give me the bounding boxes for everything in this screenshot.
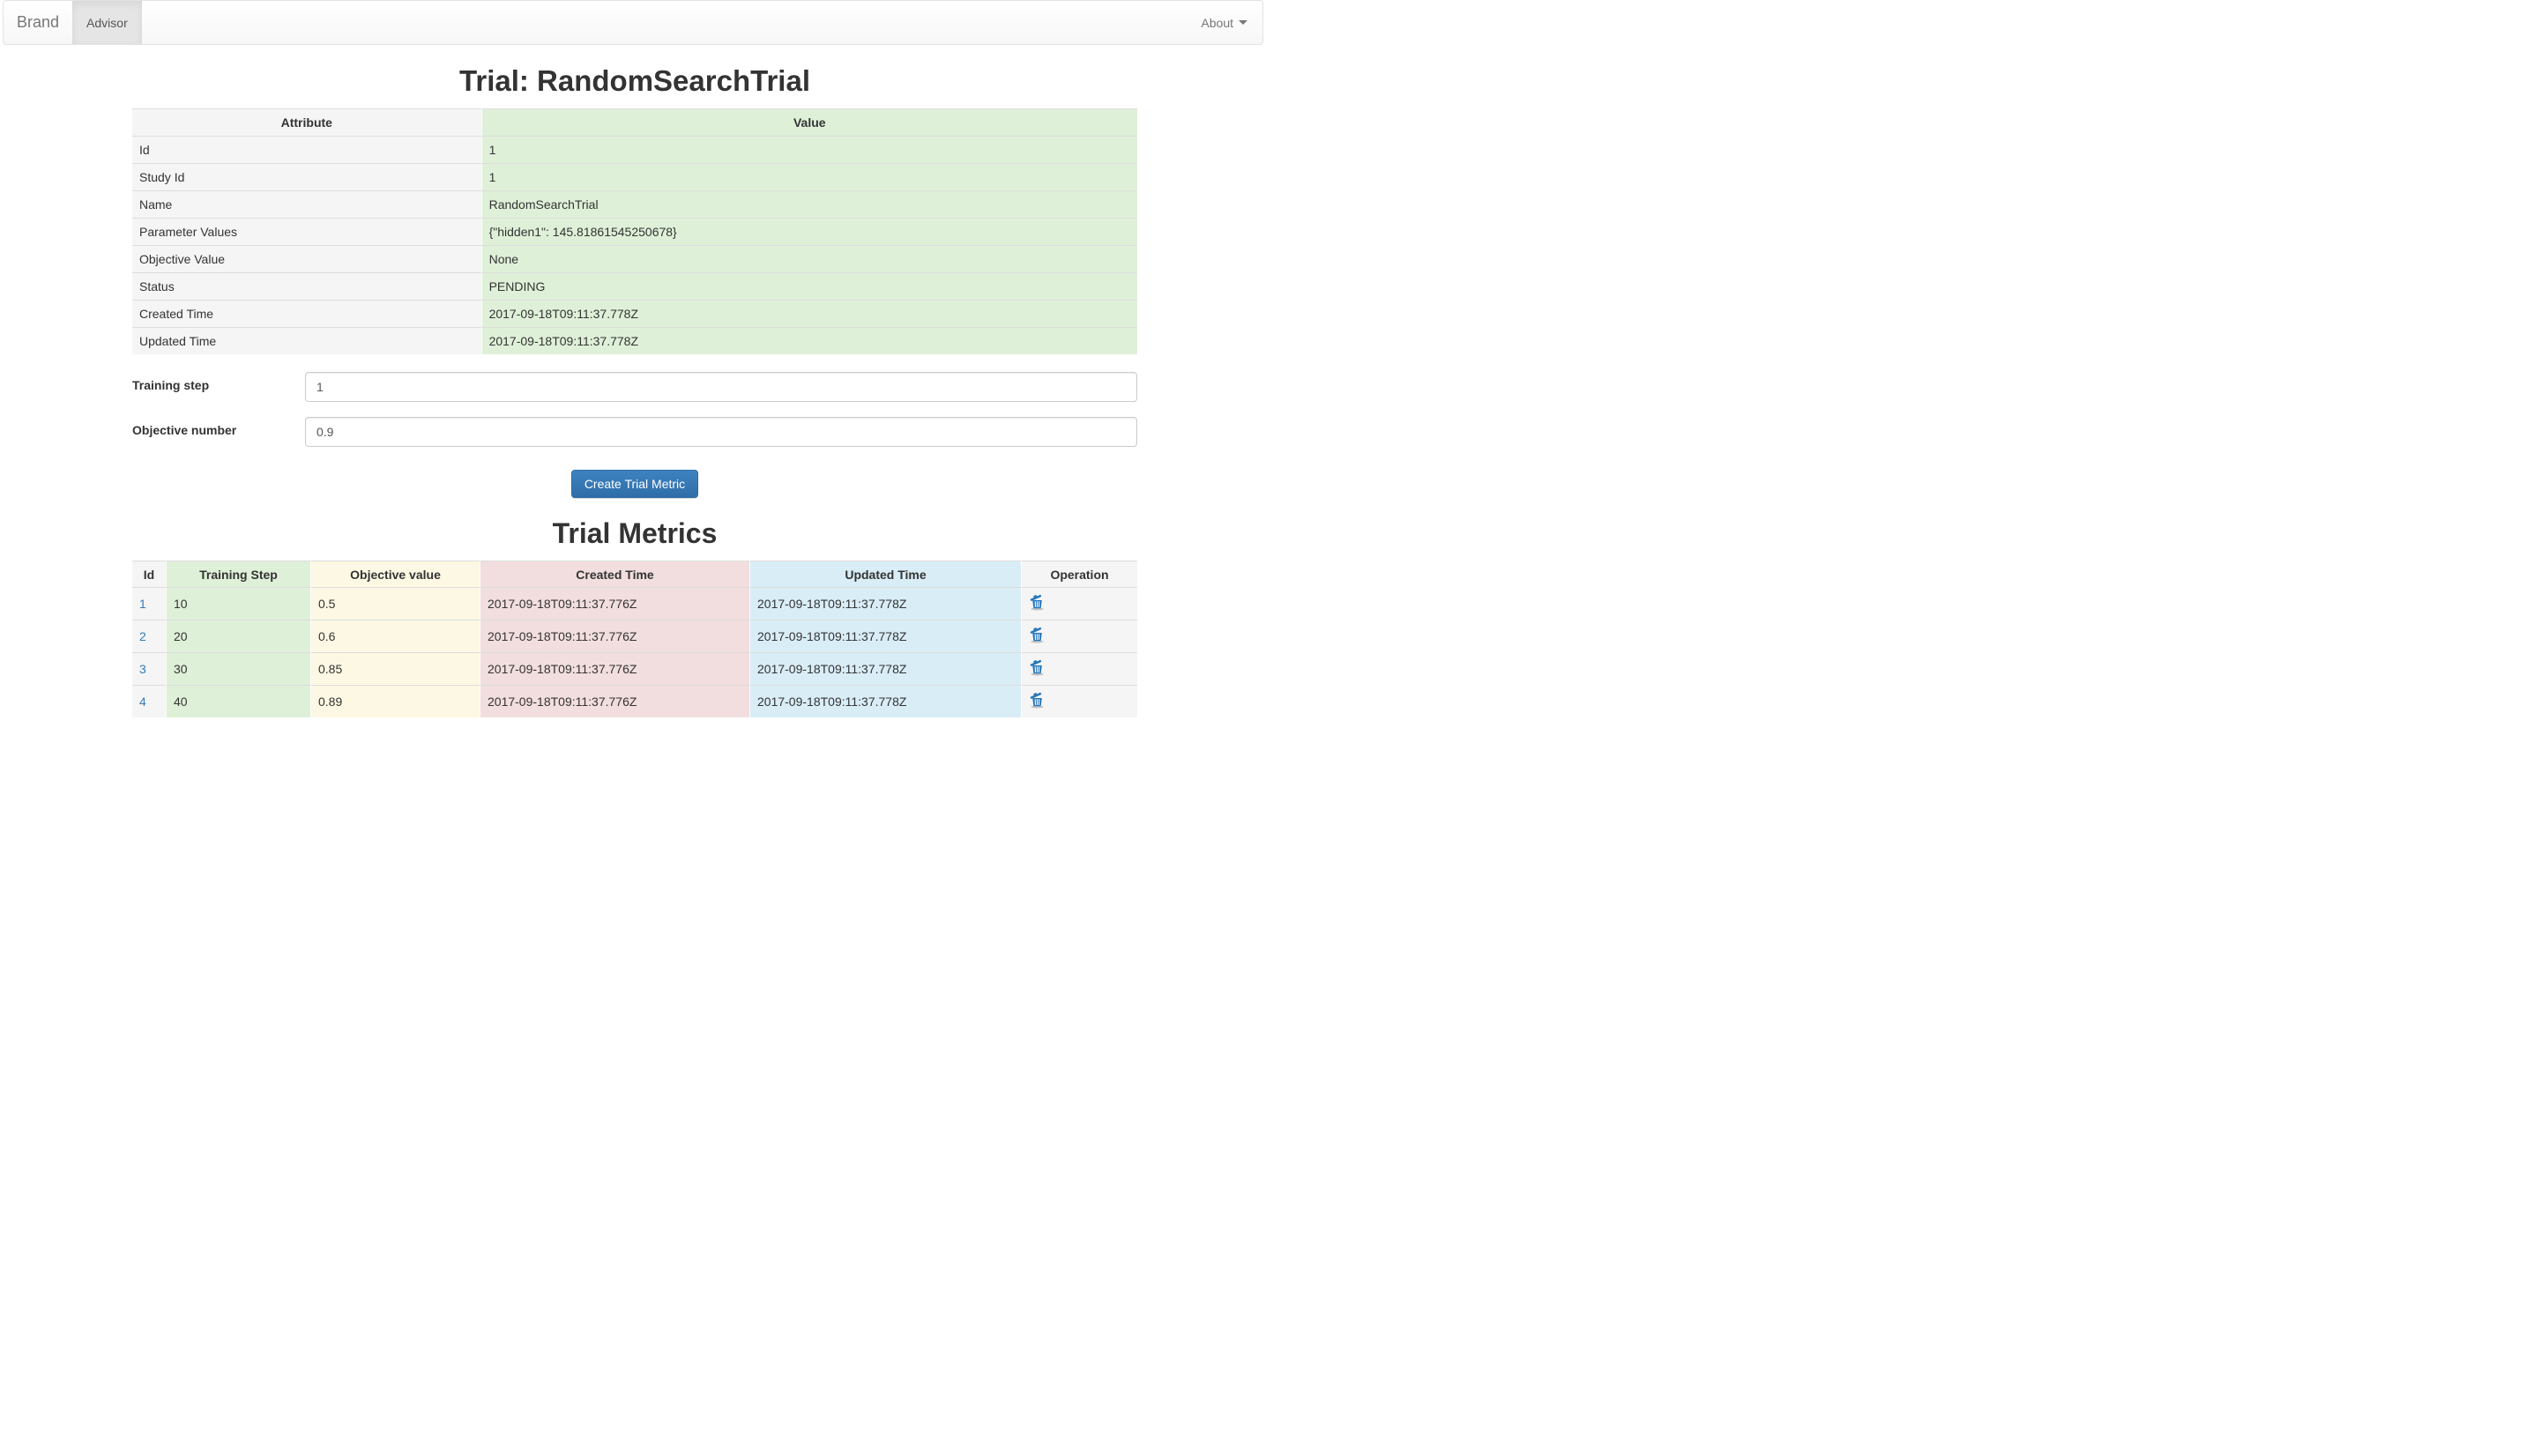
trash-icon [1030,594,1044,611]
training-step-cell: 10 [166,587,310,620]
table-row: Updated Time 2017-09-18T09:11:37.778Z [132,327,1137,354]
training-step-label: Training step [132,378,210,392]
col-header-operation: Operation [1021,561,1137,587]
updated-time-cell: 2017-09-18T09:11:37.778Z [749,620,1021,652]
objective-value-cell: 0.89 [310,685,480,717]
table-row: 1 10 0.5 2017-09-18T09:11:37.776Z 2017-0… [132,587,1137,620]
updated-time-cell: 2017-09-18T09:11:37.778Z [749,652,1021,685]
table-row: Parameter Values {"hidden1": 145.8186154… [132,218,1137,245]
value-cell: 2017-09-18T09:11:37.778Z [480,327,1137,354]
table-header-row: Attribute Value [132,108,1137,136]
delete-metric-button[interactable] [1029,692,1046,709]
navbar: Brand Advisor About [3,0,1263,45]
table-row: 4 40 0.89 2017-09-18T09:11:37.776Z 2017-… [132,685,1137,717]
attribute-cell: Name [132,190,481,218]
value-cell: PENDING [480,272,1137,300]
attribute-cell: Id [132,136,481,163]
page-title: Trial: RandomSearchTrial [459,64,810,97]
trial-attribute-table: Attribute Value Id 1 Study Id 1 Name Ran… [132,108,1137,354]
value-cell: 2017-09-18T09:11:37.778Z [480,300,1137,327]
trash-icon [1030,627,1044,643]
attribute-cell: Study Id [132,163,481,190]
col-header-created-time: Created Time [480,561,749,587]
table-row: 3 30 0.85 2017-09-18T09:11:37.776Z 2017-… [132,652,1137,685]
table-row: Status PENDING [132,272,1137,300]
table-row: Id 1 [132,136,1137,163]
main-content: Trial: RandomSearchTrial Attribute Value… [119,64,1150,717]
metric-id-link[interactable]: 3 [139,662,146,676]
operation-cell [1021,587,1137,620]
metric-id-link[interactable]: 2 [139,629,146,643]
training-step-input[interactable] [305,372,1137,402]
col-header-id: Id [132,561,166,587]
value-cell: None [480,245,1137,272]
col-header-training-step: Training Step [166,561,310,587]
value-cell: RandomSearchTrial [480,190,1137,218]
created-time-cell: 2017-09-18T09:11:37.776Z [480,587,749,620]
training-step-cell: 30 [166,652,310,685]
delete-metric-button[interactable] [1029,594,1046,611]
col-header-updated-time: Updated Time [749,561,1021,587]
objective-number-input[interactable] [305,417,1137,447]
training-step-cell: 40 [166,685,310,717]
button-row: Create Trial Metric [132,470,1137,498]
navbar-left: Brand Advisor [4,1,142,44]
training-step-field-group: Training step [132,372,1137,402]
about-dropdown[interactable]: About [1186,1,1262,44]
table-row: Name RandomSearchTrial [132,190,1137,218]
objective-value-cell: 0.6 [310,620,480,652]
objective-number-label: Objective number [132,423,237,437]
metric-id-link[interactable]: 4 [139,695,146,709]
attribute-cell: Status [132,272,481,300]
col-header-objective-value: Objective value [310,561,480,587]
attribute-column-header: Attribute [132,108,481,136]
objective-number-field-group: Objective number [132,417,1137,447]
caret-down-icon [1239,20,1247,25]
created-time-cell: 2017-09-18T09:11:37.776Z [480,652,749,685]
objective-value-cell: 0.5 [310,587,480,620]
updated-time-cell: 2017-09-18T09:11:37.778Z [749,685,1021,717]
created-time-cell: 2017-09-18T09:11:37.776Z [480,620,749,652]
table-row: Created Time 2017-09-18T09:11:37.778Z [132,300,1137,327]
table-row: Study Id 1 [132,163,1137,190]
operation-cell [1021,652,1137,685]
trash-icon [1030,659,1044,676]
table-row: Objective Value None [132,245,1137,272]
operation-cell [1021,620,1137,652]
value-column-header: Value [480,108,1137,136]
training-step-cell: 20 [166,620,310,652]
metric-id-link[interactable]: 1 [139,597,146,611]
updated-time-cell: 2017-09-18T09:11:37.778Z [749,587,1021,620]
value-cell: {"hidden1": 145.81861545250678} [480,218,1137,245]
objective-value-cell: 0.85 [310,652,480,685]
trial-metrics-table: Id Training Step Objective value Created… [132,561,1137,717]
create-trial-metric-button[interactable]: Create Trial Metric [570,470,699,498]
operation-cell [1021,685,1137,717]
about-dropdown-label: About [1201,15,1233,30]
table-row: 2 20 0.6 2017-09-18T09:11:37.776Z 2017-0… [132,620,1137,652]
attribute-cell: Objective Value [132,245,481,272]
delete-metric-button[interactable] [1029,659,1046,676]
brand-link[interactable]: Brand [17,13,60,31]
nav-tab-advisor[interactable]: Advisor [72,1,142,44]
attribute-cell: Parameter Values [132,218,481,245]
table-header-row: Id Training Step Objective value Created… [132,561,1137,587]
value-cell: 1 [480,136,1137,163]
navbar-right: About [1186,1,1262,44]
delete-metric-button[interactable] [1029,627,1046,643]
value-cell: 1 [480,163,1137,190]
attribute-cell: Created Time [132,300,481,327]
trash-icon [1030,692,1044,709]
created-time-cell: 2017-09-18T09:11:37.776Z [480,685,749,717]
trial-metrics-title: Trial Metrics [552,517,718,549]
attribute-cell: Updated Time [132,327,481,354]
